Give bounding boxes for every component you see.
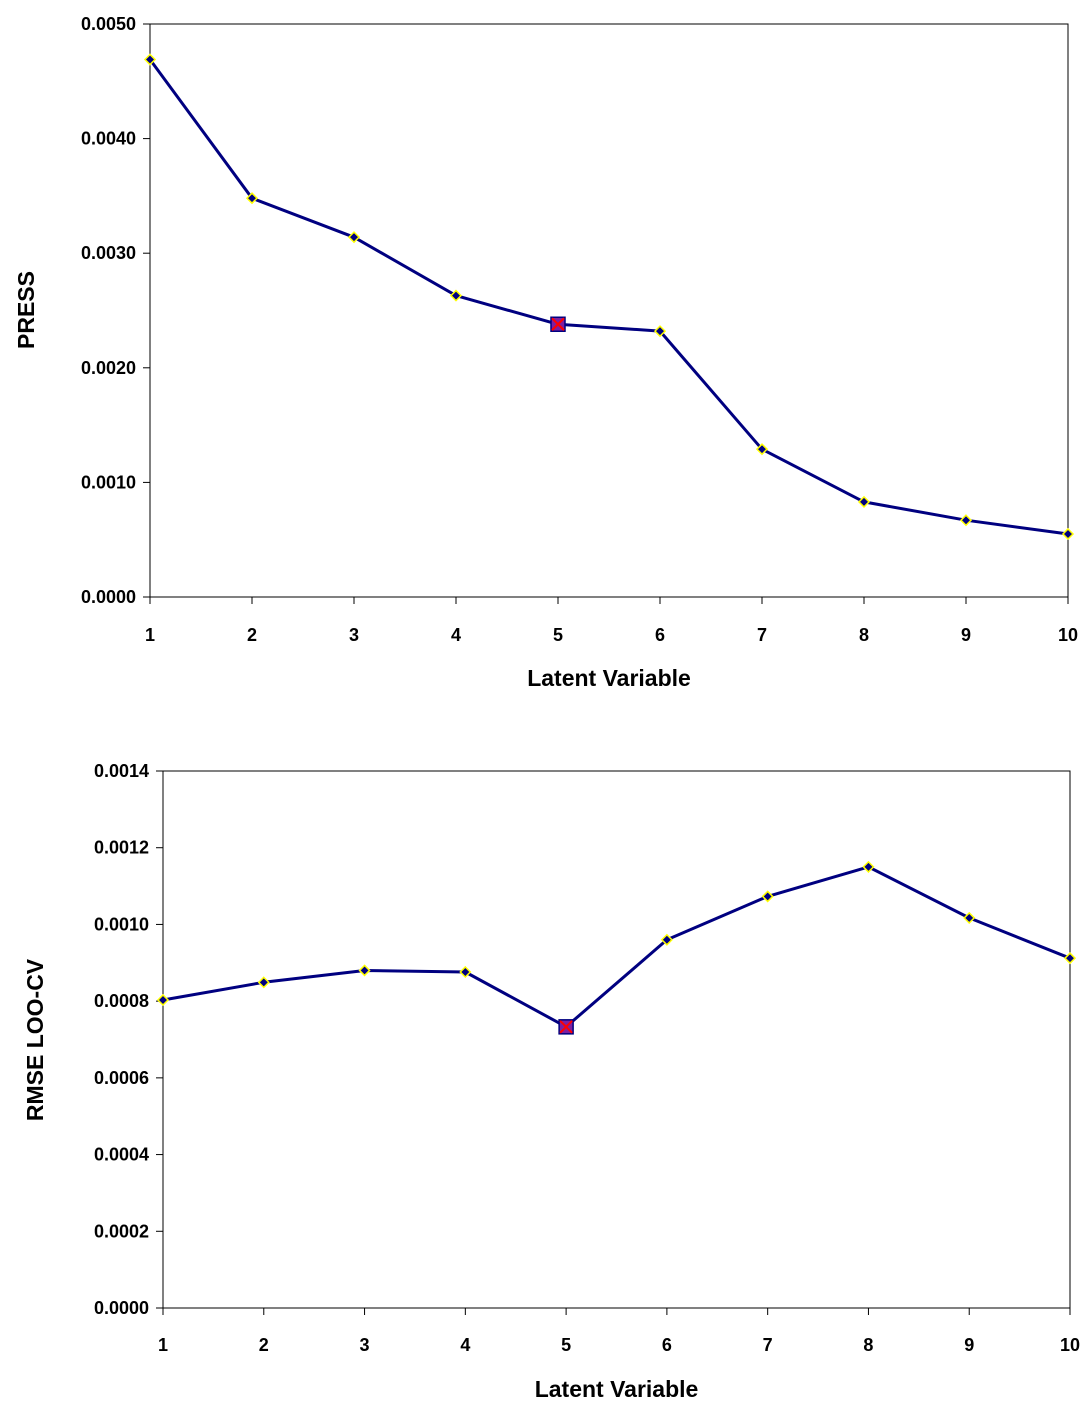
series-line [148, 58, 1069, 536]
highlight-point [550, 316, 566, 333]
x-tick-label: 5 [553, 625, 563, 645]
y-axis-title: RMSE LOO-CV [22, 958, 48, 1121]
y-tick-label: 0.0008 [94, 991, 149, 1011]
plot-area [162, 770, 1071, 1309]
y-tick-label: 0.0012 [94, 838, 149, 858]
data-point [143, 53, 157, 66]
x-axis-title: Latent Variable [527, 665, 691, 691]
highlight-point [558, 1019, 574, 1035]
y-tick-label: 0.0004 [94, 1145, 149, 1165]
x-tick-label: 4 [460, 1335, 470, 1355]
plot-area [149, 23, 1069, 598]
y-tick-label: 0.0006 [94, 1068, 149, 1088]
data-point [449, 289, 463, 302]
data-point [755, 443, 769, 456]
x-tick-label: 2 [247, 625, 257, 645]
y-tick-label: 0.0002 [94, 1221, 149, 1241]
x-tick-label: 6 [662, 1335, 672, 1355]
data-point [660, 933, 673, 946]
x-tick-label: 1 [145, 625, 155, 645]
y-tick-label: 0.0010 [81, 472, 136, 492]
data-point [358, 964, 371, 977]
y-axis-title: PRESS [13, 271, 39, 349]
x-tick-label: 4 [451, 625, 461, 645]
y-tick-label: 0.0000 [94, 1298, 149, 1318]
x-tick-label: 6 [655, 625, 665, 645]
x-tick-label: 7 [763, 1335, 773, 1355]
y-tick-label: 0.0030 [81, 243, 136, 263]
x-tick-label: 2 [259, 1335, 269, 1355]
y-tick-label: 0.0014 [94, 761, 149, 781]
x-tick-label: 3 [349, 625, 359, 645]
x-tick-label: 5 [561, 1335, 571, 1355]
data-point [959, 514, 973, 527]
x-tick-label: 8 [859, 625, 869, 645]
data-point [862, 860, 875, 873]
y-tick-label: 0.0010 [94, 914, 149, 934]
y-tick-label: 0.0000 [81, 587, 136, 607]
y-tick-label: 0.0040 [81, 129, 136, 149]
x-tick-label: 9 [961, 625, 971, 645]
x-tick-label: 1 [158, 1335, 168, 1355]
chart-2: 0.0000 0.0002 0.0004 0.0006 0.0008 0.0010 0.00… [22, 761, 1080, 1402]
data-point [1063, 952, 1077, 965]
x-tick-label: 7 [757, 625, 767, 645]
x-tick-label: 10 [1058, 625, 1078, 645]
x-axis-title: Latent Variable [535, 1376, 699, 1402]
data-point [963, 911, 976, 924]
x-tick-label: 10 [1060, 1335, 1080, 1355]
data-point [653, 325, 667, 338]
series-line [162, 865, 1071, 1029]
data-point [245, 192, 259, 205]
y-tick-label: 0.0050 [81, 14, 136, 34]
chart-1: 0.0000 0.0010 0.0020 0.0030 0.0040 0.0050 1 2 3 4… [13, 14, 1078, 691]
x-tick-label: 9 [964, 1335, 974, 1355]
data-point [761, 890, 774, 903]
data-point [857, 495, 871, 508]
data-point [347, 231, 361, 244]
data-point [459, 965, 472, 979]
data-point [156, 993, 170, 1007]
data-point [257, 976, 270, 989]
x-tick-label: 8 [863, 1335, 873, 1355]
data-point [1061, 527, 1075, 541]
y-tick-label: 0.0020 [81, 358, 136, 378]
x-tick-label: 3 [360, 1335, 370, 1355]
